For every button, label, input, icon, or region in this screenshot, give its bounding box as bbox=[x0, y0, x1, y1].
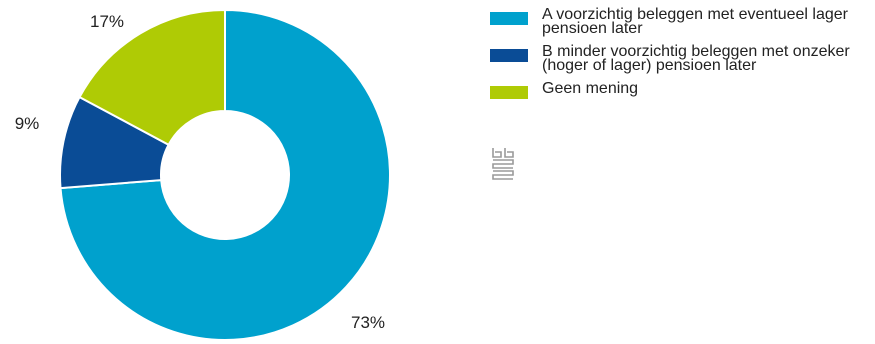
legend-swatch-geen-mening bbox=[490, 86, 528, 99]
legend-label-b: B minder voorzichtig beleggen met onzeke… bbox=[542, 43, 850, 74]
legend: A voorzichtig beleggen met eventueel lag… bbox=[490, 6, 870, 108]
legend-item-b: B minder voorzichtig beleggen met onzeke… bbox=[490, 43, 870, 74]
legend-item-geen-mening: Geen mening bbox=[490, 80, 870, 99]
donut-chart: 73% 9% 17% bbox=[15, 8, 391, 341]
legend-swatch-a bbox=[490, 12, 528, 25]
slice-geen-mening bbox=[78, 8, 226, 147]
legend-label-a: A voorzichtig beleggen met eventueel lag… bbox=[542, 6, 848, 37]
cbs-logo-icon bbox=[492, 148, 514, 180]
slice-a-label: 73% bbox=[351, 313, 385, 332]
slice-geen-mening-label: 17% bbox=[90, 12, 124, 31]
slice-a bbox=[59, 8, 391, 341]
legend-item-a: A voorzichtig beleggen met eventueel lag… bbox=[490, 6, 870, 37]
legend-label-geen-mening: Geen mening bbox=[542, 80, 639, 97]
slice-b-label: 9% bbox=[15, 114, 40, 133]
legend-swatch-b bbox=[490, 49, 528, 62]
